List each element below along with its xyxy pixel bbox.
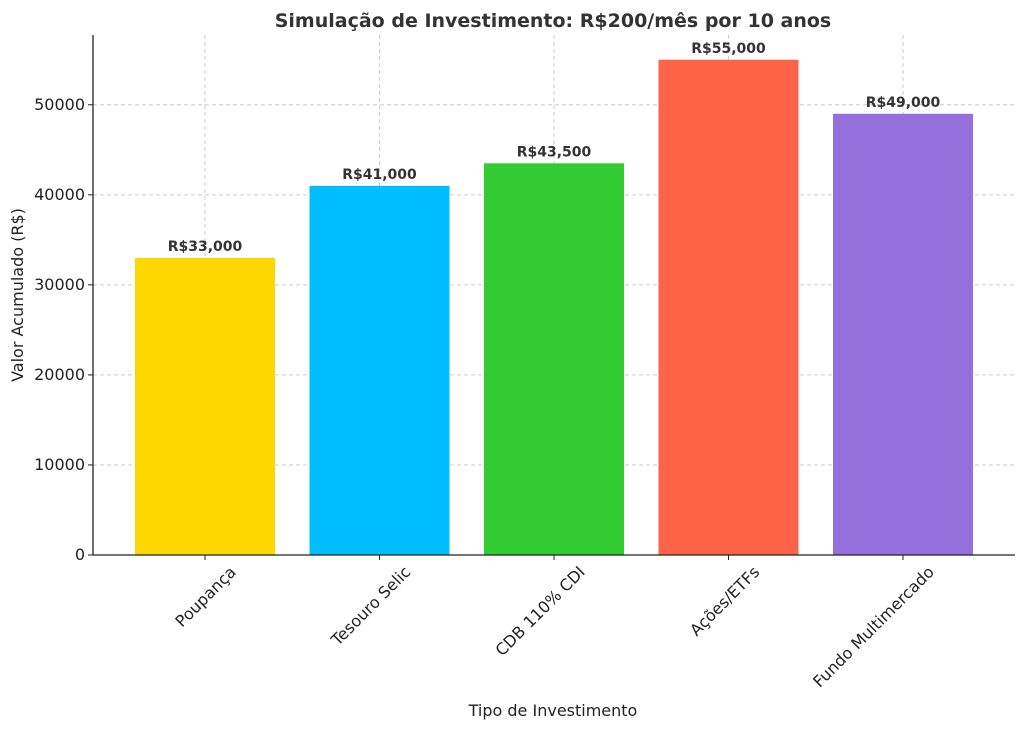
- bar: [658, 59, 799, 556]
- bar-value-label: R$55,000: [691, 41, 766, 57]
- y-tick-label: 40000: [34, 185, 85, 204]
- bar-value-label: R$33,000: [168, 239, 243, 255]
- y-tick-label: 0: [75, 545, 85, 564]
- y-tick-label: 30000: [34, 275, 85, 294]
- x-tick-label: CDB 110% CDI: [492, 562, 589, 659]
- y-axis-label: Valor Acumulado (R$): [8, 208, 27, 382]
- x-tick-label: Ações/ETFs: [686, 562, 763, 639]
- bar-value-label: R$41,000: [342, 167, 417, 183]
- bar-layer: R$33,000 R$41,000 R$43,500 R$55,000 R$49,000: [135, 41, 973, 556]
- y-tick-label: 10000: [34, 455, 85, 474]
- y-tick-label: 50000: [34, 95, 85, 114]
- x-tick-label: Poupança: [171, 562, 239, 630]
- x-axis-label: Tipo de Investimento: [468, 701, 638, 720]
- bar-value-label: R$49,000: [866, 95, 941, 111]
- bar: [135, 257, 275, 555]
- bar: [833, 113, 973, 556]
- y-tick-label: 20000: [34, 365, 85, 384]
- bar: [484, 163, 624, 555]
- x-tick-label: Tesouro Selic: [327, 562, 415, 650]
- bar: [309, 185, 450, 555]
- x-tick-label: Fundo Multimercado: [809, 562, 938, 691]
- chart-title: Simulação de Investimento: R$200/mês por…: [275, 10, 832, 32]
- bar-value-label: R$43,500: [517, 144, 592, 160]
